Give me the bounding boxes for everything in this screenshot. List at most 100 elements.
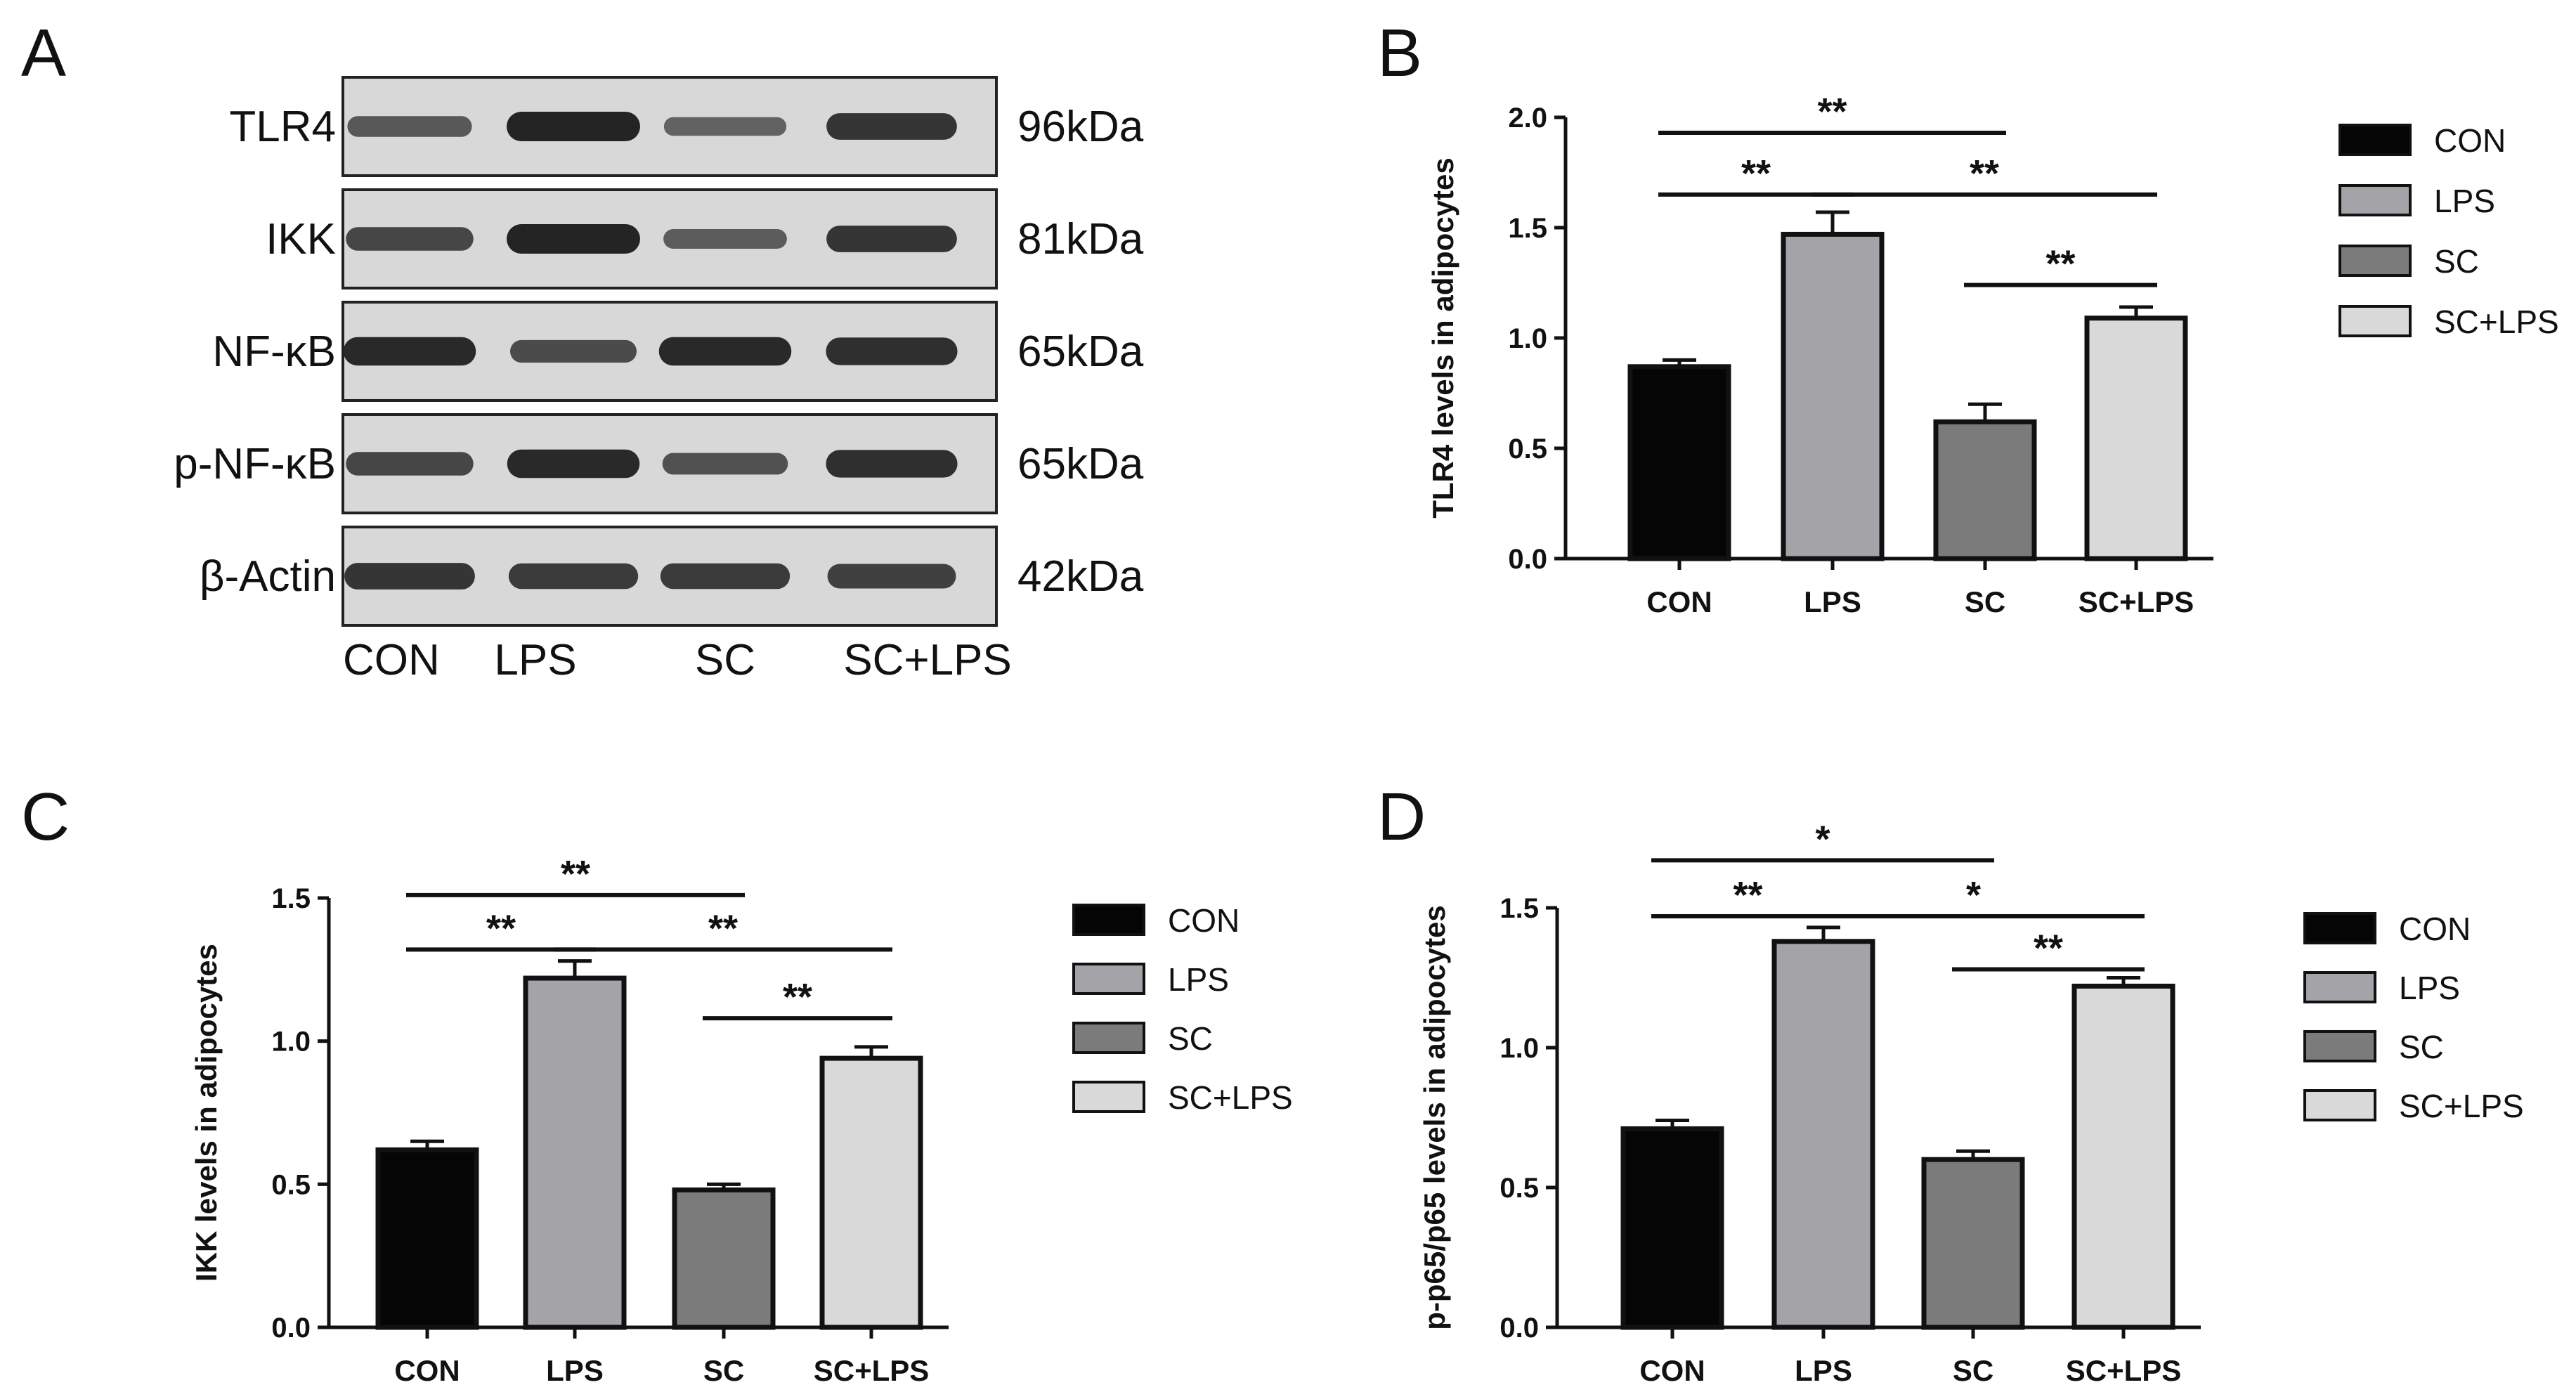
bar-sc [1921, 1157, 2025, 1330]
legend-label-sc-lps: SC+LPS [2399, 1088, 2524, 1124]
blot-band-sc [663, 117, 787, 136]
bar-sc-lps [2071, 983, 2175, 1330]
y-axis-title: p-p65/p65 levels in adipocytes [1418, 905, 1451, 1330]
legend-label-con: CON [2399, 911, 2471, 947]
blot-band-con [344, 563, 475, 590]
bar-sc-lps [819, 1055, 923, 1330]
legend-swatch-lps [2303, 971, 2376, 1003]
blot-band-sc [662, 453, 788, 475]
x-tick-label-sc: SC [703, 1354, 744, 1387]
blot-lane-label-con: CON [343, 636, 440, 684]
legend-label-lps: LPS [2434, 183, 2495, 219]
blot-protein-label: TLR4 [229, 103, 336, 151]
y-tick-label: 0.0 [1500, 1313, 1539, 1343]
y-tick-label: 1.0 [1500, 1033, 1539, 1064]
bar-lps [1771, 939, 1875, 1330]
x-tick-label-con: CON [1646, 585, 1712, 618]
y-tick-label: 0.0 [1508, 544, 1547, 575]
blot-band-con [343, 337, 476, 366]
legend-swatch-sc [2338, 245, 2412, 277]
blot-row-nf-b: NF-κB 65kDa [212, 301, 1144, 402]
y-tick-label: 1.5 [1508, 213, 1547, 244]
blot-size-label: 42kDa [1017, 552, 1144, 601]
chart-panel-d: D 0.0 0.5 1.0 1.5 p-p65/p65 levels in adipocy… [1377, 779, 2524, 1387]
bar-lps [1781, 231, 1885, 561]
legend-swatch-lps [2338, 184, 2412, 216]
x-tick-label-lps: LPS [1804, 585, 1861, 618]
blot-size-label: 81kDa [1017, 215, 1144, 263]
significance-label: ** [1733, 874, 1762, 916]
blot-band-lps [508, 563, 639, 590]
blot-band-con [347, 116, 472, 137]
blot-band-lps [509, 339, 637, 363]
blot-band-con [346, 452, 474, 476]
blot-band-sc [658, 337, 792, 366]
significance-label: ** [486, 907, 516, 949]
legend-label-con: CON [2434, 122, 2506, 159]
y-tick-label: 0.0 [271, 1313, 311, 1343]
y-axis-title: IKK levels in adipocytes [190, 944, 223, 1282]
bar-lps [523, 975, 627, 1330]
western-blot-panel: A TLR4 96kDa IKK 81kDa NF-κB 65kDa p-NF-κB 65kD… [21, 15, 1144, 684]
blot-band-sc-lps [826, 113, 957, 140]
blot-lane-label-sc: SC [695, 636, 755, 684]
significance-label: ** [708, 907, 738, 949]
blot-row-ikk: IKK 81kDa [266, 188, 1144, 289]
y-tick-label: 0.5 [271, 1169, 311, 1200]
blot-protein-label: p-NF-κB [174, 440, 336, 488]
panel-letter-c: C [21, 779, 70, 854]
blot-row-actin: β-Actin 42kDa [200, 526, 1144, 627]
legend-label-sc-lps: SC+LPS [1168, 1079, 1293, 1116]
legend-swatch-con [2338, 124, 2412, 156]
blot-band-lps [507, 224, 640, 254]
significance-label: ** [1817, 91, 1847, 133]
chart-panel-c: C 0.0 0.5 1.0 1.5 IKK levels in adipocytes CON… [21, 779, 1293, 1387]
blot-band-con [346, 227, 474, 251]
x-tick-label-sc-lps: SC+LPS [814, 1354, 930, 1387]
significance-label: * [1966, 874, 1981, 916]
y-tick-label: 0.5 [1508, 434, 1547, 464]
significance-label: ** [783, 976, 812, 1018]
blot-protein-label: β-Actin [200, 552, 336, 601]
blot-lane-label-lps: LPS [494, 636, 576, 684]
x-tick-label-sc-lps: SC+LPS [2066, 1354, 2182, 1387]
blot-band-sc [663, 229, 787, 249]
y-tick-label: 1.0 [271, 1027, 311, 1058]
legend-label-lps: LPS [2399, 970, 2460, 1006]
panel-letter-a: A [21, 15, 66, 91]
blot-protein-label: NF-κB [212, 327, 336, 376]
x-tick-label-sc-lps: SC+LPS [2079, 585, 2194, 618]
bar-con [1620, 1126, 1724, 1330]
legend-label-lps: LPS [1168, 961, 1229, 998]
legend-swatch-con [1072, 904, 1145, 936]
bar-charts: B 0.0 0.5 1.0 1.5 2.0 TLR4 levels in adipocyte… [21, 15, 2559, 1387]
blot-rows: TLR4 96kDa IKK 81kDa NF-κB 65kDa p-NF-κB 65kDa β… [174, 76, 1144, 627]
blot-band-sc-lps [826, 450, 958, 478]
panel-letter-b: B [1377, 15, 1422, 91]
blot-band-sc-lps [826, 226, 957, 252]
blot-band-sc-lps [826, 337, 958, 365]
significance-label: ** [2034, 928, 2063, 970]
blot-band-sc [660, 563, 791, 590]
blot-size-label: 65kDa [1017, 327, 1144, 376]
x-tick-label-con: CON [1639, 1354, 1705, 1387]
significance-label: ** [2045, 243, 2075, 285]
blot-size-label: 65kDa [1017, 440, 1144, 488]
y-tick-label: 2.0 [1508, 103, 1547, 134]
x-tick-label-lps: LPS [546, 1354, 604, 1387]
blot-band-lps [507, 112, 640, 141]
blot-protein-label: IKK [266, 215, 336, 263]
y-tick-label: 1.0 [1508, 323, 1547, 354]
significance-label: * [1815, 818, 1830, 860]
legend-swatch-sc [1072, 1022, 1145, 1054]
x-tick-label-sc: SC [1965, 585, 2005, 618]
panel-letter-d: D [1377, 779, 1426, 854]
legend-label-con: CON [1168, 902, 1240, 939]
bar-con [1627, 364, 1731, 561]
blot-band-lps [507, 449, 640, 479]
legend-swatch-sc-lps [2303, 1089, 2376, 1121]
significance-label: ** [1970, 152, 1999, 195]
legend-label-sc: SC [1168, 1020, 1213, 1057]
x-tick-label-lps: LPS [1795, 1354, 1852, 1387]
